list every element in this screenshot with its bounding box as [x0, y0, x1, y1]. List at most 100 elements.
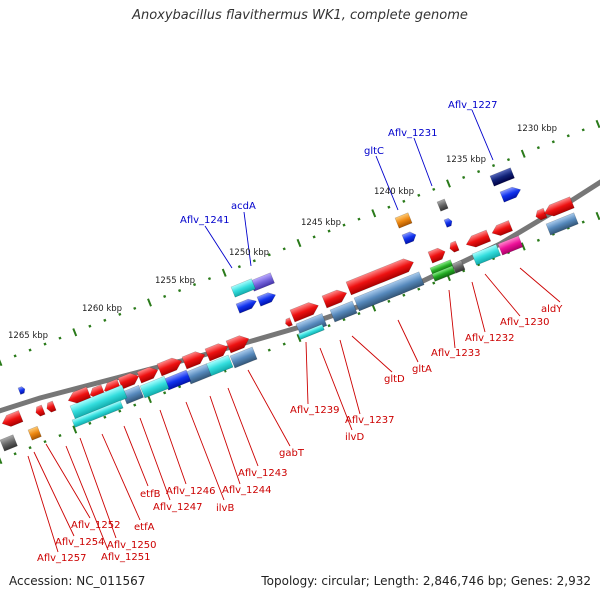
gene-label: aldY: [541, 304, 563, 315]
cds-feature: [465, 229, 492, 248]
leader-line: [101, 433, 141, 521]
cds-feature: [136, 366, 159, 384]
ruler-tick: [133, 306, 137, 310]
gene-label: Aflv_1231: [388, 128, 438, 139]
gene-label: Aflv_1250: [107, 540, 157, 551]
ruler-tick: [402, 199, 406, 203]
cds-feature: [545, 212, 579, 236]
gene-label: Aflv_1227: [448, 100, 498, 111]
ruler-tick: [192, 283, 197, 287]
ruler-label: 1235 kbp: [446, 155, 486, 165]
ruler-tick: [267, 253, 271, 257]
cds-feature: [329, 300, 358, 323]
ruler-label: 1265 kbp: [8, 331, 48, 341]
leader-line: [27, 455, 59, 553]
cds-feature: [471, 243, 501, 266]
ruler-tick: [402, 293, 406, 297]
cds-feature: [345, 258, 414, 296]
gene-label: Aflv_1251: [101, 552, 151, 563]
leader-line: [413, 137, 433, 187]
cds-features: [0, 167, 579, 452]
ruler-tick: [282, 342, 286, 346]
cds-feature: [35, 404, 46, 417]
gene-label: gltA: [412, 364, 432, 375]
gene-label: Aflv_1254: [55, 537, 105, 548]
ruler-labels: 1230 kbp 1235 kbp 1240 kbp 1245 kbp 1250…: [8, 124, 557, 341]
ruler-label: 1230 kbp: [517, 124, 557, 134]
cds-feature: [1, 410, 24, 427]
gene-label: gltD: [384, 374, 405, 385]
ruler-tick: [417, 287, 421, 291]
cds-feature: [401, 231, 417, 245]
ruler-tick: [267, 348, 271, 352]
cds-feature: [27, 425, 42, 441]
ruler-tick: [342, 223, 346, 227]
cds-feature: [289, 302, 319, 323]
cds-feature: [449, 240, 460, 253]
leader-line: [339, 339, 361, 415]
ruler-tick: [0, 455, 3, 465]
ruler-tick: [327, 229, 331, 233]
ruler-tick: [28, 348, 32, 352]
leader-line: [159, 409, 187, 485]
gene-label: Aflv_1241: [180, 215, 230, 226]
ruler-tick: [506, 158, 511, 162]
leader-line: [139, 417, 171, 501]
ruler-tick: [566, 134, 570, 138]
cds-feature: [256, 292, 276, 307]
cds-feature: [427, 247, 446, 264]
ruler-tick: [58, 336, 62, 340]
leader-line: [319, 347, 353, 431]
cds-feature: [285, 317, 293, 327]
ruler-tick: [551, 140, 555, 144]
ruler-tick: [72, 425, 78, 434]
cds-feature: [46, 400, 57, 413]
leader-line: [375, 155, 399, 211]
gene-label: etfA: [134, 522, 155, 533]
cds-feature: [204, 343, 229, 362]
leader-line: [484, 273, 521, 317]
leader-line: [123, 425, 149, 487]
map-title: Anoxybacillus flavithermus WK1, complete…: [132, 8, 468, 23]
ruler-tick: [178, 288, 182, 293]
ruler-tick: [446, 179, 451, 188]
ruler-label: 1245 kbp: [301, 218, 341, 228]
ruler-tick: [58, 433, 62, 438]
cds-feature: [235, 298, 257, 314]
ruler-tick: [13, 452, 17, 456]
ruler-tick: [163, 294, 167, 299]
ruler-tick: [357, 217, 361, 221]
ruler-tick: [417, 193, 421, 197]
ruler-tick: [581, 128, 585, 132]
ruler-tick: [296, 238, 302, 248]
ruler-tick: [595, 119, 600, 129]
ruler-tick: [221, 268, 227, 277]
ruler-tick: [387, 299, 391, 303]
gene-label: acdA: [231, 201, 256, 212]
cds-feature: [295, 313, 328, 337]
genome-summary-text: Topology: circular; Length: 2,846,746 bp…: [261, 574, 591, 588]
gene-label: etfB: [140, 489, 161, 500]
ruler-tick: [581, 220, 585, 224]
leader-line: [471, 281, 486, 333]
gene-label: Aflv_1230: [500, 317, 550, 328]
cds-feature: [297, 323, 325, 340]
cds-feature: [181, 351, 206, 370]
cds-feature: [230, 278, 256, 298]
cds-feature: [431, 265, 456, 282]
ruler-label: 1250 kbp: [229, 248, 269, 258]
gene-label: Aflv_1246: [166, 486, 216, 497]
genome-backbone: [0, 179, 600, 414]
ruler-tick: [312, 235, 316, 239]
gene-label: Aflv_1247: [153, 502, 203, 513]
cds-feature: [229, 346, 258, 369]
leader-line: [448, 289, 456, 349]
ruler-tick: [43, 440, 47, 444]
cds-feature: [139, 375, 170, 399]
cds-feature: [353, 271, 425, 312]
cds-feature: [0, 434, 18, 452]
gene-label: Aflv_1237: [345, 415, 395, 426]
gene-label: Aflv_1252: [71, 520, 121, 531]
gene-labels-bottom: aldY Aflv_1230 Aflv_1232 Aflv_1233 gltA …: [37, 304, 563, 564]
